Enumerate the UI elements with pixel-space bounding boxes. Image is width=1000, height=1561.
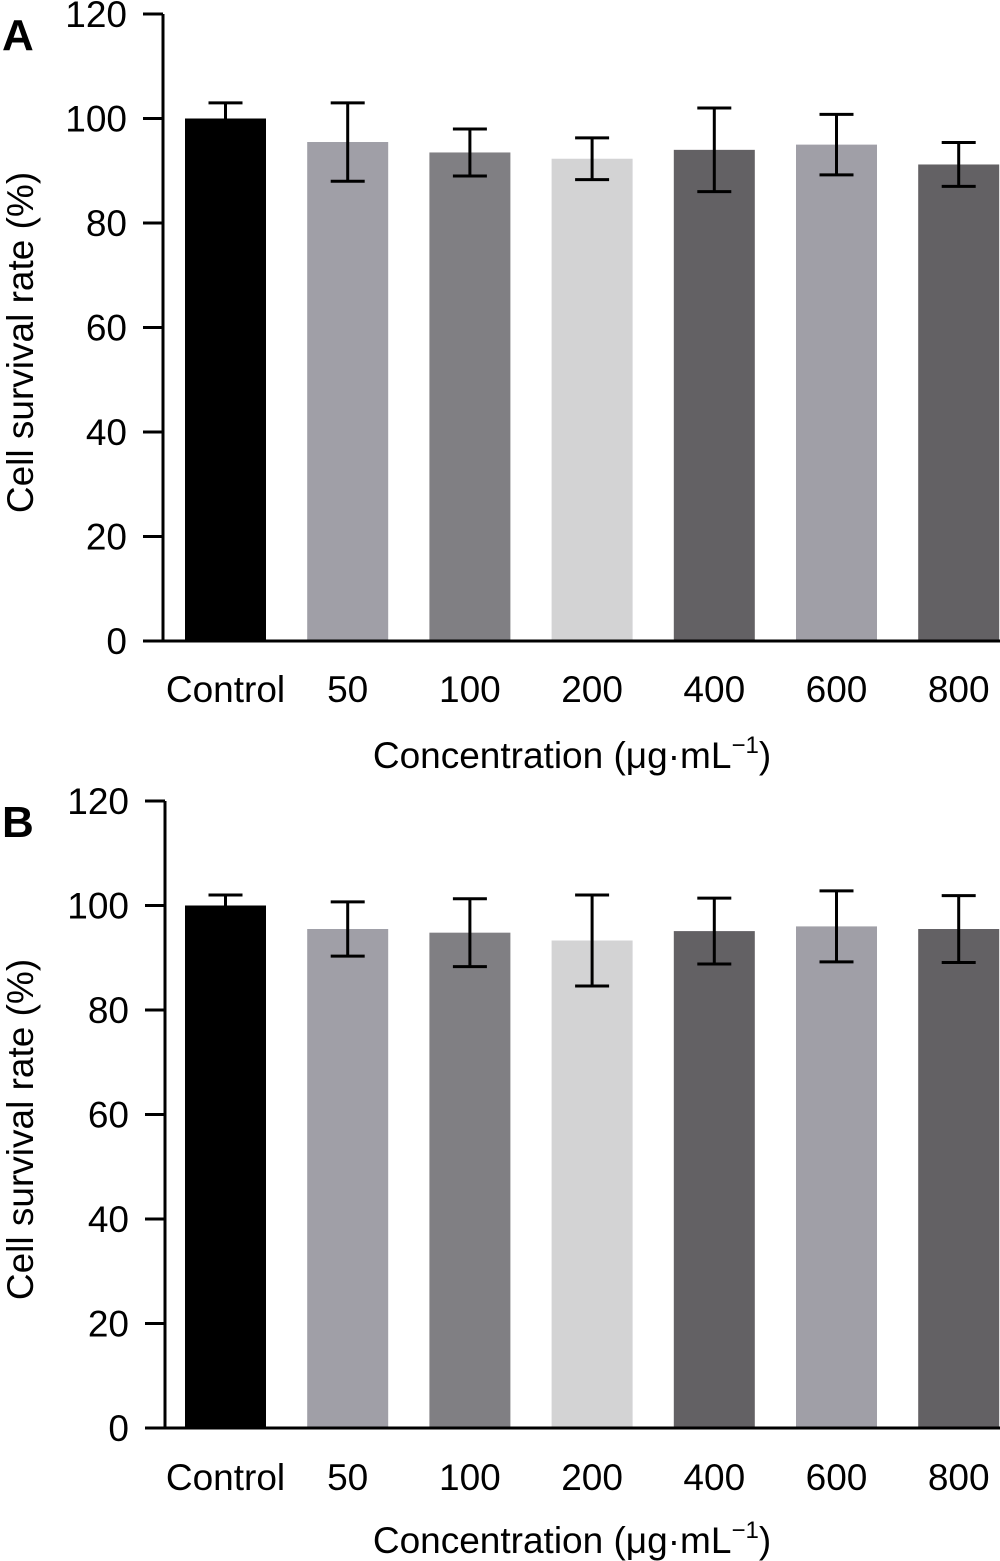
error-bar-100 [452, 127, 487, 178]
y-axis-title: Cell survival rate (%) [0, 959, 41, 1300]
y-tick-label: 100 [65, 99, 127, 140]
bar-400 [673, 149, 755, 641]
x-tick-label: 800 [928, 1457, 990, 1498]
x-tick-label: 100 [439, 669, 501, 710]
panel-label: B [2, 798, 34, 847]
y-tick-label: 60 [88, 1095, 129, 1136]
y-tick-label: 120 [67, 781, 129, 822]
x-tick-label: 400 [683, 669, 745, 710]
x-tick-label: 400 [683, 1457, 745, 1498]
y-axis-title: Cell survival rate (%) [0, 172, 41, 513]
y-tick-label: 100 [67, 886, 129, 927]
x-tick-label: Control [166, 669, 285, 710]
x-tick-label: 100 [439, 1457, 501, 1498]
x-axis-title: Concentration (μg·mL−1) [373, 732, 771, 776]
y-tick-label: 80 [88, 990, 129, 1031]
bar-200 [551, 158, 633, 642]
bar-50 [307, 929, 389, 1428]
bar-100 [429, 152, 511, 641]
error-bar-400 [697, 896, 732, 966]
y-tick-label: 0 [106, 621, 127, 662]
error-bar-400 [697, 106, 732, 194]
error-bar-50 [330, 101, 365, 183]
bar-600 [796, 144, 877, 641]
error-bar-50 [330, 900, 365, 958]
panel-label: A [2, 11, 34, 60]
bar-800 [918, 164, 1000, 642]
error-bar-800 [941, 141, 976, 188]
x-axis-title: Concentration (μg·mL−1) [373, 1517, 771, 1561]
bar-800 [918, 929, 1000, 1428]
error-bar-control [208, 101, 243, 136]
error-bar-600 [819, 112, 854, 177]
chart-panel-a: A Control 50 100 200 400 600 800 0 20 40 60 80 100 120… [0, 0, 1000, 776]
x-tick-label: 600 [806, 669, 868, 710]
error-bar-200 [575, 136, 610, 182]
x-tick-label: 50 [327, 669, 368, 710]
chart-panel-b: B Control 50 100 200 400 600 800 0 20 40 60 80 100 120… [0, 781, 1000, 1561]
y-tick-label: 60 [86, 308, 127, 349]
bar-200 [551, 940, 633, 1428]
y-tick-label: 40 [86, 412, 127, 453]
bar-100 [429, 932, 511, 1428]
error-bar-100 [452, 897, 487, 969]
x-tick-label: 200 [561, 669, 623, 710]
y-tick-label: 80 [86, 203, 127, 244]
bar-50 [307, 142, 389, 641]
y-tick-label: 20 [88, 1304, 129, 1345]
y-tick-label: 0 [108, 1408, 129, 1449]
y-tick-label: 120 [65, 0, 127, 35]
x-tick-label: 200 [561, 1457, 623, 1498]
error-bar-control [208, 893, 243, 918]
error-bar-600 [819, 889, 854, 964]
bar-control [185, 118, 266, 641]
bar-400 [673, 931, 755, 1428]
y-tick-label: 20 [86, 517, 127, 558]
x-tick-label: 600 [806, 1457, 868, 1498]
error-bar-200 [575, 893, 610, 988]
x-tick-label: Control [166, 1457, 285, 1498]
bar-600 [796, 926, 877, 1428]
x-tick-label: 800 [928, 669, 990, 710]
x-tick-label: 50 [327, 1457, 368, 1498]
bar-control [185, 905, 266, 1428]
error-bar-800 [941, 894, 976, 964]
y-tick-label: 40 [88, 1199, 129, 1240]
